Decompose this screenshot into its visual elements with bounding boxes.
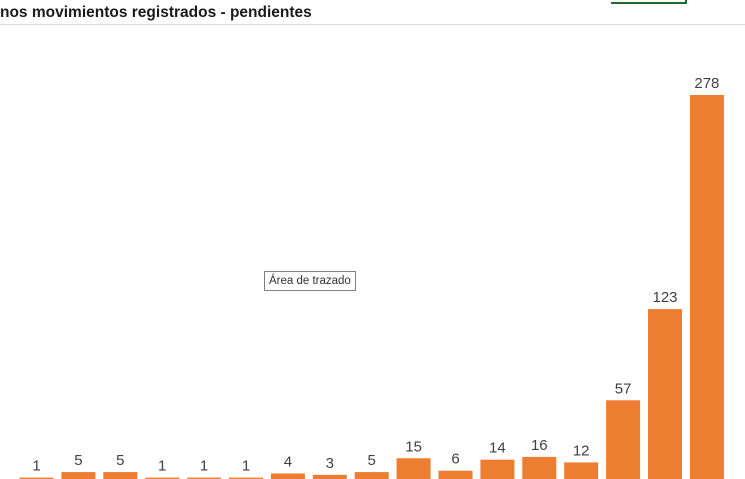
- data-label: 1: [32, 458, 40, 475]
- bar[interactable]: [564, 462, 599, 479]
- bar[interactable]: [648, 309, 682, 479]
- data-label: 1: [158, 458, 166, 475]
- data-label: 3: [326, 455, 334, 472]
- bar[interactable]: [354, 472, 389, 479]
- bar[interactable]: [229, 477, 263, 479]
- data-label: 15: [405, 438, 422, 455]
- bar[interactable]: [480, 459, 515, 479]
- data-label: 278: [694, 75, 719, 92]
- data-label: 4: [284, 453, 292, 470]
- data-label: 5: [368, 452, 376, 469]
- bar[interactable]: [396, 458, 431, 479]
- bar[interactable]: [103, 472, 138, 479]
- bar[interactable]: [187, 477, 222, 479]
- bar[interactable]: [606, 400, 641, 479]
- data-label: 16: [531, 437, 548, 454]
- data-label: 5: [116, 452, 124, 469]
- data-label: 1: [242, 458, 250, 475]
- bar[interactable]: [312, 474, 347, 479]
- title-divider: [0, 24, 745, 25]
- bar[interactable]: [145, 477, 180, 479]
- selection-handle[interactable]: [611, 0, 687, 4]
- bar[interactable]: [522, 456, 557, 479]
- chart-title: nos movimientos registrados - pendientes: [0, 4, 312, 21]
- plot-area-tooltip: Área de trazado: [264, 271, 356, 291]
- bar[interactable]: [61, 472, 96, 479]
- bar[interactable]: [438, 470, 473, 479]
- data-label: 1: [200, 458, 208, 475]
- data-label: 14: [489, 440, 506, 457]
- data-label: 57: [615, 380, 632, 397]
- bar[interactable]: [689, 95, 724, 479]
- data-label: 12: [573, 442, 590, 459]
- bars-layer: [19, 95, 724, 479]
- data-label: 5: [74, 452, 82, 469]
- data-label: 6: [451, 451, 459, 468]
- data-label: 123: [652, 289, 677, 306]
- bar[interactable]: [19, 477, 54, 479]
- bar[interactable]: [270, 473, 305, 479]
